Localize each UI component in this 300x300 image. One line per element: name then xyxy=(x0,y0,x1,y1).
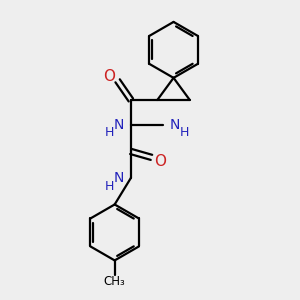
Text: N: N xyxy=(114,118,124,132)
Text: N: N xyxy=(170,118,180,132)
Text: H: H xyxy=(105,180,114,193)
Text: O: O xyxy=(103,69,116,84)
Text: CH₃: CH₃ xyxy=(104,275,125,288)
Text: H: H xyxy=(180,126,189,139)
Text: H: H xyxy=(105,126,114,139)
Text: O: O xyxy=(154,154,166,169)
Text: N: N xyxy=(113,171,124,185)
